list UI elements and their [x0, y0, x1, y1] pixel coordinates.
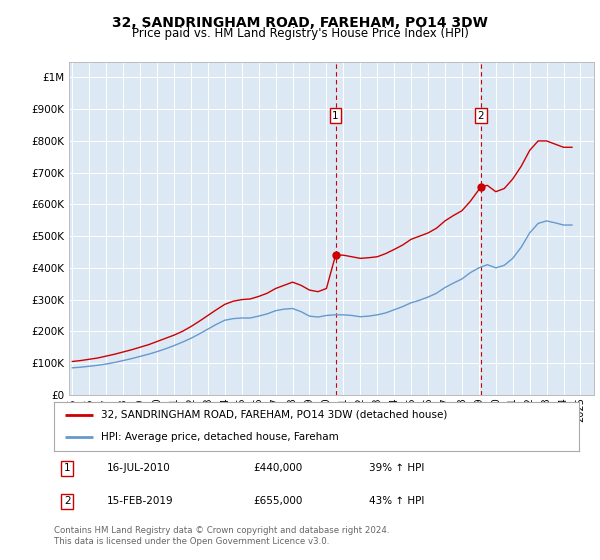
Text: HPI: Average price, detached house, Fareham: HPI: Average price, detached house, Fare…: [101, 432, 339, 442]
Text: 2: 2: [64, 496, 70, 506]
Text: Price paid vs. HM Land Registry's House Price Index (HPI): Price paid vs. HM Land Registry's House …: [131, 27, 469, 40]
Text: 43% ↑ HPI: 43% ↑ HPI: [369, 496, 424, 506]
Text: £440,000: £440,000: [254, 463, 303, 473]
Text: Contains HM Land Registry data © Crown copyright and database right 2024.
This d: Contains HM Land Registry data © Crown c…: [54, 526, 389, 546]
Text: 1: 1: [332, 110, 339, 120]
Text: 2: 2: [478, 110, 484, 120]
Text: £655,000: £655,000: [254, 496, 303, 506]
Text: 32, SANDRINGHAM ROAD, FAREHAM, PO14 3DW (detached house): 32, SANDRINGHAM ROAD, FAREHAM, PO14 3DW …: [101, 410, 448, 420]
Text: 1: 1: [64, 463, 70, 473]
Text: 16-JUL-2010: 16-JUL-2010: [107, 463, 170, 473]
Text: 32, SANDRINGHAM ROAD, FAREHAM, PO14 3DW: 32, SANDRINGHAM ROAD, FAREHAM, PO14 3DW: [112, 16, 488, 30]
Text: 39% ↑ HPI: 39% ↑ HPI: [369, 463, 424, 473]
Text: 15-FEB-2019: 15-FEB-2019: [107, 496, 173, 506]
